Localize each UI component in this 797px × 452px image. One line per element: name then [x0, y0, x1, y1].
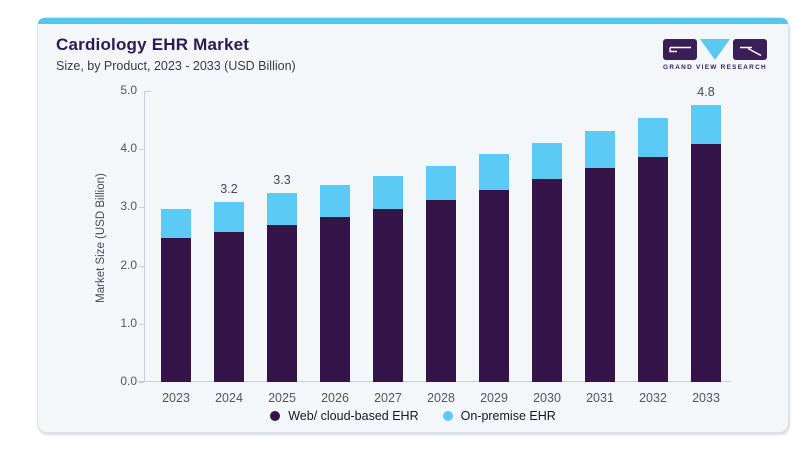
y-tick-label: 1.0 [120, 315, 137, 330]
chart-subtitle: Size, by Product, 2023 - 2033 (USD Billi… [56, 59, 296, 73]
bar-segment[interactable] [320, 217, 350, 382]
y-axis-title: Market Size (USD Billion) [95, 173, 107, 303]
bar-segment[interactable] [214, 202, 244, 233]
chart-title: Cardiology EHR Market [56, 35, 250, 54]
x-tick-label: 2031 [586, 391, 614, 405]
legend-label-web-cloud: Web/ cloud-based EHR [288, 409, 419, 423]
y-tick-mark [139, 323, 144, 325]
bar-segment[interactable] [532, 178, 562, 382]
logo-text: GRAND VIEW RESEARCH [663, 64, 767, 71]
bar-segment[interactable] [320, 184, 350, 218]
gvr-logo: GRAND VIEW RESEARCH [659, 39, 771, 71]
y-axis-line [144, 91, 145, 382]
bar-segment[interactable] [267, 224, 297, 382]
x-tick-label: 2024 [215, 391, 243, 405]
y-tick-mark [139, 207, 144, 209]
y-axis-top-tick [144, 91, 151, 92]
y-tick-label: 5.0 [120, 83, 137, 97]
y-tick-mark [139, 265, 144, 267]
bar-segment[interactable] [638, 118, 668, 157]
bar-segment[interactable] [161, 208, 191, 238]
bar-segment[interactable] [161, 237, 191, 382]
x-tick-label: 2027 [374, 391, 402, 405]
bar-segment[interactable] [585, 130, 615, 168]
logo-v-triangle-icon [700, 39, 730, 60]
plot-area: 0.0 1.0 2.0 3.0 4.0 5.0 2023 2024 3.2 2025 3.3 2026… [120, 83, 731, 405]
y-tick-label: 3.0 [120, 199, 137, 214]
bar-segment[interactable] [479, 189, 509, 382]
legend-label-on-premise: On-premise EHR [460, 409, 556, 423]
bar-segment[interactable] [373, 175, 403, 210]
chart-header: Cardiology EHR Market Size, by Product, … [56, 35, 296, 73]
card-accent-bar [38, 18, 788, 24]
legend-item-web-cloud-ehr[interactable]: Web/ cloud-based EHR [270, 409, 419, 423]
y-tick-label: 2.0 [120, 257, 137, 272]
x-tick-label: 2023 [162, 391, 190, 405]
x-tick-label: 2026 [321, 391, 349, 405]
y-tick-mark [139, 149, 144, 151]
y-tick-label: 4.0 [120, 141, 137, 156]
bar-segment[interactable] [373, 209, 403, 382]
x-tick-label: 2025 [268, 391, 296, 405]
legend: Web/ cloud-based EHR On-premise EHR [38, 409, 788, 423]
bar-segment[interactable] [691, 143, 721, 382]
legend-dot-on-premise-icon [442, 411, 453, 421]
x-tick-label: 2030 [533, 391, 561, 405]
bar-segment[interactable] [638, 156, 668, 382]
bar-value-label: 3.3 [273, 172, 291, 187]
bar-value-label: 4.8 [697, 84, 715, 99]
logo-g-block-icon [663, 39, 697, 60]
x-tick-label: 2033 [692, 391, 720, 405]
logo-r-block-icon [733, 39, 767, 60]
y-tick-mark [139, 382, 144, 383]
bar-segment[interactable] [214, 232, 244, 382]
bar-segment[interactable] [426, 166, 456, 201]
bar-segment[interactable] [585, 167, 615, 382]
bar-value-label: 3.2 [220, 182, 238, 197]
bar-segment[interactable] [691, 104, 721, 144]
chart-card: Cardiology EHR Market Size, by Product, … [37, 17, 789, 433]
bar-segment[interactable] [267, 192, 297, 225]
x-tick-label: 2029 [480, 391, 508, 405]
bar-segment[interactable] [479, 154, 509, 190]
legend-item-on-premise-ehr[interactable]: On-premise EHR [442, 409, 556, 423]
legend-dot-web-cloud-icon [270, 411, 281, 421]
x-tick-label: 2028 [427, 391, 455, 405]
y-tick-label: 0.0 [120, 374, 137, 388]
bar-segment[interactable] [532, 142, 562, 179]
x-tick-label: 2032 [639, 391, 667, 405]
bar-segment[interactable] [426, 200, 456, 382]
gvr-logo-blocks [659, 39, 771, 61]
